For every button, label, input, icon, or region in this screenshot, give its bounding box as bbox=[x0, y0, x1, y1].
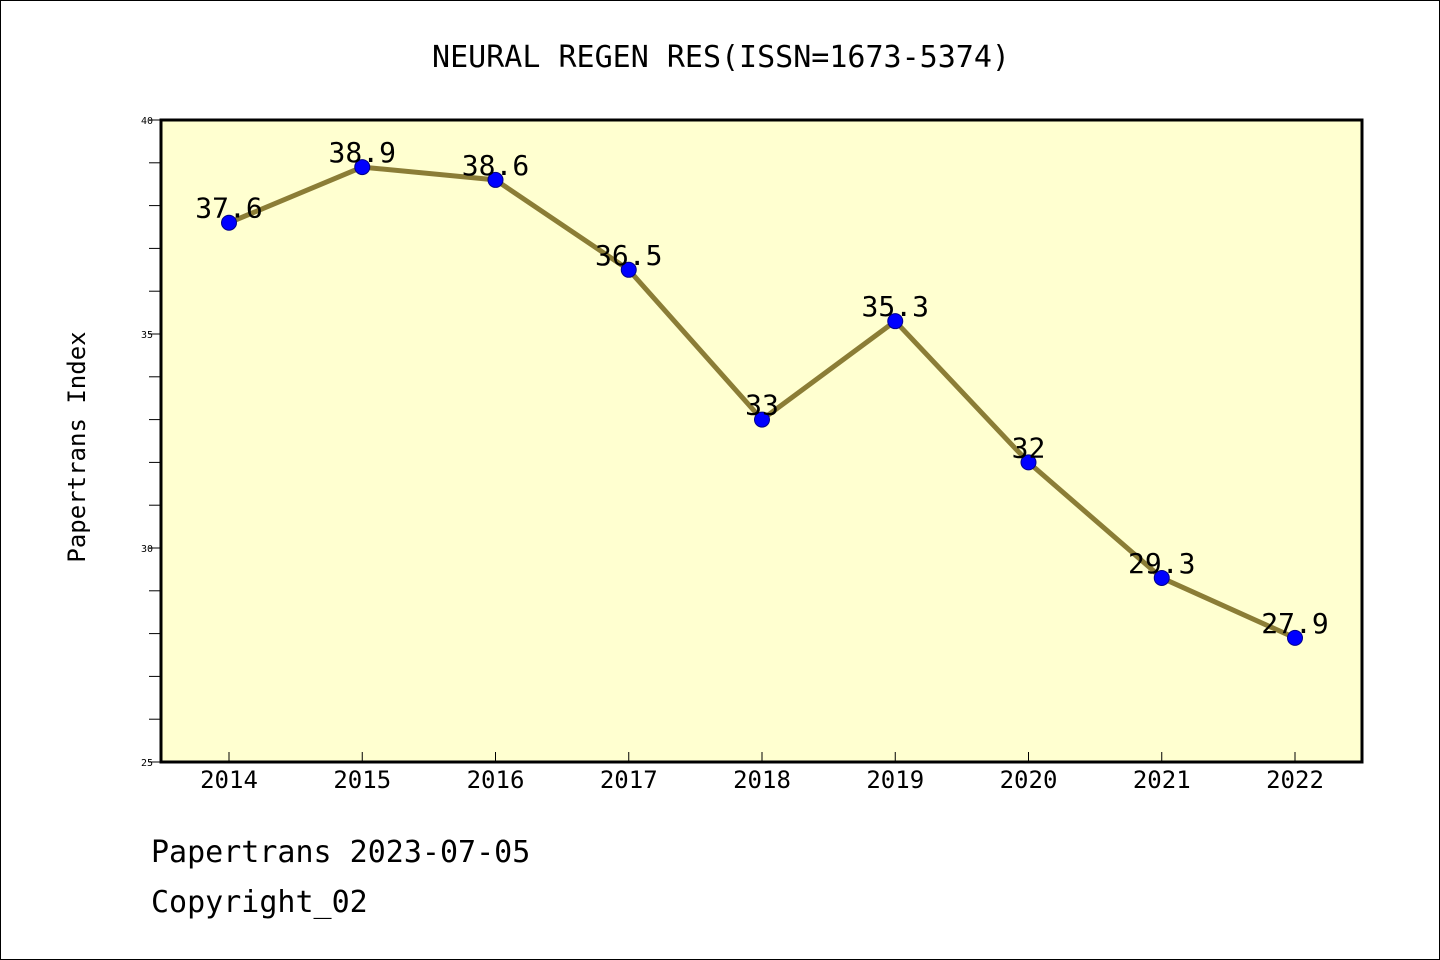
data-point bbox=[887, 313, 904, 330]
x-tick-label: 2020 bbox=[1000, 766, 1058, 794]
x-tick-label: 2022 bbox=[1266, 766, 1324, 794]
y-axis-label: Papertrans Index bbox=[63, 331, 91, 562]
data-label: 29.3 bbox=[1128, 547, 1195, 580]
x-tick-label: 2016 bbox=[467, 766, 525, 794]
data-label: 27.9 bbox=[1261, 607, 1328, 640]
y-axis-ticks: 25 30 35 40 bbox=[141, 116, 161, 769]
data-label: 37.6 bbox=[195, 192, 262, 225]
chart-title: NEURAL REGEN RES(ISSN=1673-5374) bbox=[432, 40, 1010, 75]
y-tick-label: 40 bbox=[141, 116, 153, 127]
y-tick-label: 30 bbox=[141, 544, 153, 555]
data-point bbox=[1020, 454, 1037, 471]
data-point bbox=[1153, 569, 1170, 586]
x-tick-label: 2018 bbox=[733, 766, 791, 794]
data-label: 32 bbox=[1012, 431, 1046, 464]
x-tick-label: 2019 bbox=[866, 766, 924, 794]
series-layer: 37.6 38.9 38.6 36.5 33 35.3 32 29.3 27.9 bbox=[195, 136, 1329, 646]
data-label: 38.6 bbox=[462, 149, 529, 182]
data-point bbox=[221, 214, 237, 231]
data-label: 35.3 bbox=[862, 290, 929, 323]
data-point bbox=[754, 411, 770, 428]
footer-date-line: Papertrans 2023-07-05 bbox=[151, 835, 531, 870]
y-tick-label: 25 bbox=[141, 758, 153, 769]
data-point bbox=[1287, 629, 1303, 646]
y-tick-label: 35 bbox=[141, 330, 153, 341]
footer-copyright-line: Copyright_02 bbox=[151, 885, 368, 920]
x-tick-label: 2014 bbox=[200, 766, 258, 794]
data-label: 38.9 bbox=[329, 136, 396, 169]
data-label: 33 bbox=[745, 389, 779, 422]
x-axis-ticks: 2014 2015 2016 2017 2018 2019 2020 2021 2022 bbox=[200, 752, 1324, 794]
x-tick-label: 2015 bbox=[333, 766, 391, 794]
data-label: 36.5 bbox=[595, 239, 662, 272]
plot-area bbox=[159, 118, 1364, 764]
data-point bbox=[354, 159, 371, 176]
x-tick-label: 2017 bbox=[600, 766, 658, 794]
data-point bbox=[487, 171, 504, 188]
data-point bbox=[620, 261, 637, 278]
x-tick-label: 2021 bbox=[1133, 766, 1191, 794]
